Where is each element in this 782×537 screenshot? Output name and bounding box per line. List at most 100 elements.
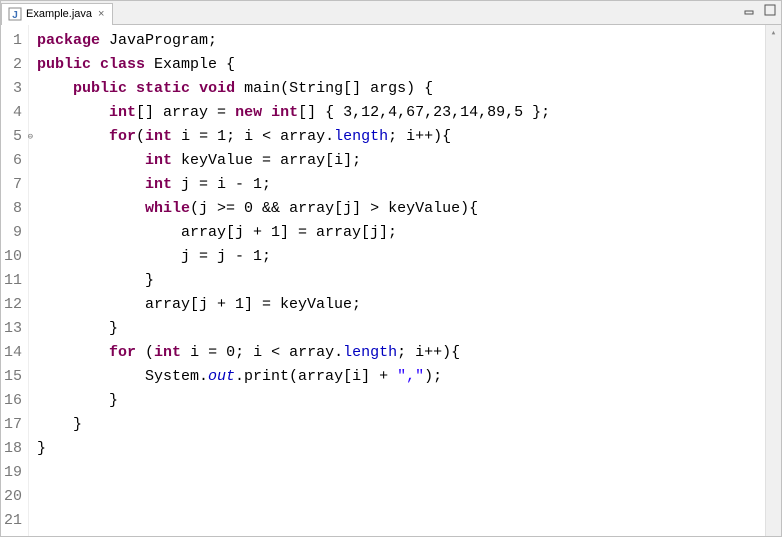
line-number: 2: [3, 53, 22, 77]
code-content[interactable]: package JavaProgram;public class Example…: [29, 25, 765, 536]
line-number: 19: [3, 461, 22, 485]
line-number: 18: [3, 437, 22, 461]
editor-tab[interactable]: J Example.java ×: [1, 3, 113, 25]
token: j = i - 1;: [172, 176, 271, 193]
code-line[interactable]: for (int i = 0; i < array.length; i++){: [37, 341, 765, 365]
token: array[j + 1] = array[j];: [37, 224, 397, 241]
code-line[interactable]: j = j - 1;: [37, 245, 765, 269]
line-number: 7: [3, 173, 22, 197]
maximize-icon[interactable]: [763, 3, 777, 17]
token: Example {: [145, 56, 235, 73]
close-tab-button[interactable]: ×: [96, 8, 106, 20]
code-line[interactable]: }: [37, 413, 765, 437]
code-line[interactable]: array[j + 1] = keyValue;: [37, 293, 765, 317]
code-line[interactable]: while(j >= 0 && array[j] > keyValue){: [37, 197, 765, 221]
minimize-icon[interactable]: [743, 3, 757, 17]
fold-indicator-icon[interactable]: ⊖: [28, 125, 33, 149]
token: array[j + 1] = keyValue;: [37, 296, 361, 313]
token: [190, 80, 199, 97]
code-line[interactable]: for(int i = 1; i < array.length; i++){: [37, 125, 765, 149]
token: main(String[] args) {: [235, 80, 433, 97]
line-number: 15: [3, 365, 22, 389]
token: }: [37, 416, 82, 433]
token: void: [199, 80, 235, 97]
token: [] array =: [136, 104, 235, 121]
line-number: 10: [3, 245, 22, 269]
token: ; i++){: [388, 128, 451, 145]
code-line[interactable]: array[j + 1] = array[j];: [37, 221, 765, 245]
token: ",": [397, 368, 424, 385]
code-line[interactable]: int keyValue = array[i];: [37, 149, 765, 173]
line-number: 14: [3, 341, 22, 365]
token: int: [154, 344, 181, 361]
token: out: [208, 368, 235, 385]
token: [37, 128, 109, 145]
java-file-icon: J: [8, 7, 22, 21]
token: class: [100, 56, 145, 73]
token: [37, 104, 109, 121]
code-line[interactable]: int j = i - 1;: [37, 173, 765, 197]
token: (: [136, 344, 154, 361]
token: new: [235, 104, 262, 121]
token: int: [145, 128, 172, 145]
token: [37, 344, 109, 361]
token: public: [37, 56, 91, 73]
token: length: [334, 128, 388, 145]
token: int: [271, 104, 298, 121]
editor-area: 12345⊖6789101112131415161718192021 packa…: [1, 25, 781, 536]
line-number: 6: [3, 149, 22, 173]
token: static: [136, 80, 190, 97]
token: j = j - 1;: [37, 248, 271, 265]
code-line[interactable]: }: [37, 437, 765, 461]
scroll-up-icon[interactable]: ▴: [766, 25, 781, 41]
svg-text:J: J: [12, 10, 18, 21]
token: int: [109, 104, 136, 121]
token: }: [37, 392, 118, 409]
token: package: [37, 32, 100, 49]
code-line[interactable]: int[] array = new int[] { 3,12,4,67,23,1…: [37, 101, 765, 125]
tab-filename: Example.java: [26, 8, 92, 20]
line-number: 21: [3, 509, 22, 533]
token: }: [37, 320, 118, 337]
line-number: 3: [3, 77, 22, 101]
code-line[interactable]: System.out.print(array[i] + ",");: [37, 365, 765, 389]
line-number: 8: [3, 197, 22, 221]
token: }: [37, 272, 154, 289]
token: ; i++){: [397, 344, 460, 361]
line-number: 11: [3, 269, 22, 293]
line-number: 16: [3, 389, 22, 413]
token: [37, 176, 145, 193]
code-line[interactable]: }: [37, 317, 765, 341]
token: [262, 104, 271, 121]
line-number: 13: [3, 317, 22, 341]
window-controls: [743, 3, 777, 17]
line-number: 17: [3, 413, 22, 437]
token: }: [37, 440, 46, 457]
token: i = 1; i < array.: [172, 128, 334, 145]
line-number: 12: [3, 293, 22, 317]
vertical-scrollbar[interactable]: ▴: [765, 25, 781, 536]
token: keyValue = array[i];: [172, 152, 361, 169]
line-number-gutter: 12345⊖6789101112131415161718192021: [1, 25, 29, 536]
token: while: [145, 200, 190, 217]
token: i = 0; i < array.: [181, 344, 343, 361]
line-number: 4: [3, 101, 22, 125]
token: (: [136, 128, 145, 145]
token: (j >= 0 && array[j] > keyValue){: [190, 200, 478, 217]
token: .print(array[i] +: [235, 368, 397, 385]
code-line[interactable]: public class Example {: [37, 53, 765, 77]
token: );: [424, 368, 442, 385]
token: [37, 152, 145, 169]
code-line[interactable]: }: [37, 269, 765, 293]
line-number: 20: [3, 485, 22, 509]
token: int: [145, 152, 172, 169]
code-line[interactable]: public static void main(String[] args) {: [37, 77, 765, 101]
token: [37, 80, 73, 97]
token: [] { 3,12,4,67,23,14,89,5 };: [298, 104, 550, 121]
code-line[interactable]: }: [37, 389, 765, 413]
token: [37, 200, 145, 217]
token: for: [109, 128, 136, 145]
line-number: 9: [3, 221, 22, 245]
code-line[interactable]: package JavaProgram;: [37, 29, 765, 53]
tab-bar: J Example.java ×: [1, 1, 781, 25]
